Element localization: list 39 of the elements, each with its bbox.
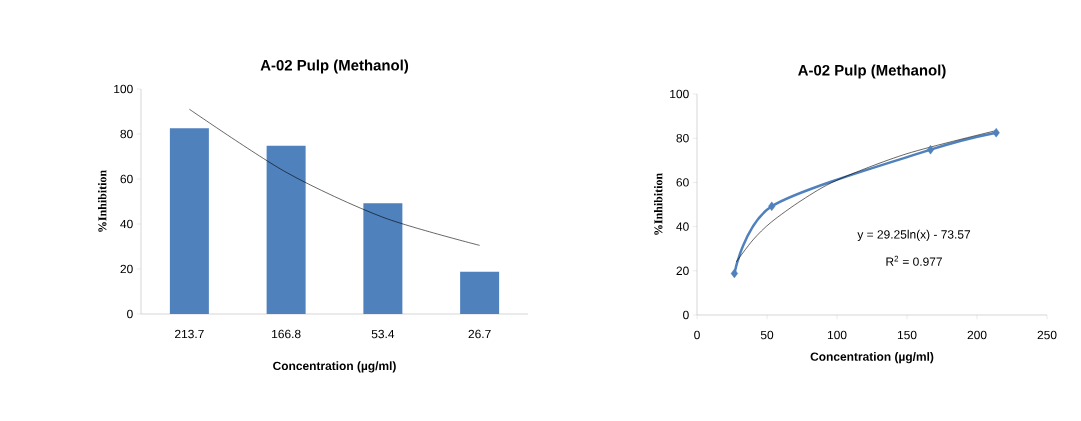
annotation: y = 29.25ln(x) - 73.57 xyxy=(857,229,971,242)
y-tick-label: 0 xyxy=(683,310,689,320)
point xyxy=(730,268,738,279)
y-tick-label: 80 xyxy=(676,133,689,143)
bar xyxy=(266,145,306,314)
x-tick-label: 166.8 xyxy=(272,329,301,339)
y-tick-label: 20 xyxy=(120,264,133,274)
bar xyxy=(169,128,209,314)
point xyxy=(768,201,776,211)
x-axis-title: Concentration (µg/ml) xyxy=(273,361,396,373)
x-tick-label: 100 xyxy=(827,330,847,340)
bar xyxy=(460,271,500,314)
x-tick-label: 0 xyxy=(694,330,700,340)
y-tick-label: 100 xyxy=(670,89,689,99)
y-tick-label: 20 xyxy=(676,266,689,276)
annotation: R$^{2}$ = 0.977 xyxy=(886,255,942,266)
y-tick-label: 60 xyxy=(676,178,689,187)
x-tick-label: 26.7 xyxy=(468,329,491,339)
x-axis-title: Concentration (µg/ml) xyxy=(810,352,934,364)
point xyxy=(992,127,1000,138)
y-tick-label: 40 xyxy=(120,219,133,229)
x-tick-label: 50 xyxy=(760,330,774,340)
x-tick-label: 200 xyxy=(967,330,987,340)
chart-title: A-02 Pulp (Methanol) xyxy=(798,64,946,79)
bar xyxy=(363,203,403,314)
x-tick-label: 150 xyxy=(897,330,917,340)
y-axis-title: %Inhibition xyxy=(97,170,107,232)
y-tick-label: 80 xyxy=(120,129,133,139)
y-tick-label: 0 xyxy=(127,309,133,319)
chart-title: A-02 Pulp (Methanol) xyxy=(260,59,409,74)
x-tick-label: 250 xyxy=(1037,330,1057,340)
point xyxy=(926,145,935,155)
line-series xyxy=(189,108,480,246)
y-tick-label: 100 xyxy=(114,84,133,94)
y-axis-title: %Inhibition xyxy=(654,173,663,235)
x-tick-label: 53.4 xyxy=(371,329,395,339)
y-tick-label: 60 xyxy=(120,174,133,184)
x-tick-label: 213.7 xyxy=(175,329,204,339)
y-tick-label: 40 xyxy=(676,222,689,231)
